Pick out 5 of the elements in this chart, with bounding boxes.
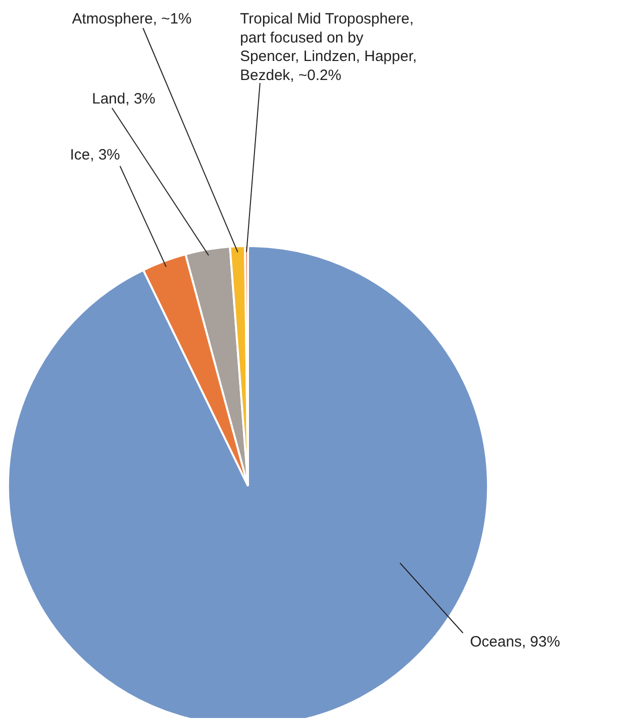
slice-label: Tropical Mid Troposphere, part focused on by Spencer, Lindzen, Happer, Bezdek, ~0.2% [240,10,417,84]
slice-label: Oceans, 93% [470,634,560,650]
slice-label: Ice, 3% [70,146,120,164]
slice-label: Atmosphere, ~1% [72,10,192,28]
slice-label: Land, 3% [92,90,156,108]
